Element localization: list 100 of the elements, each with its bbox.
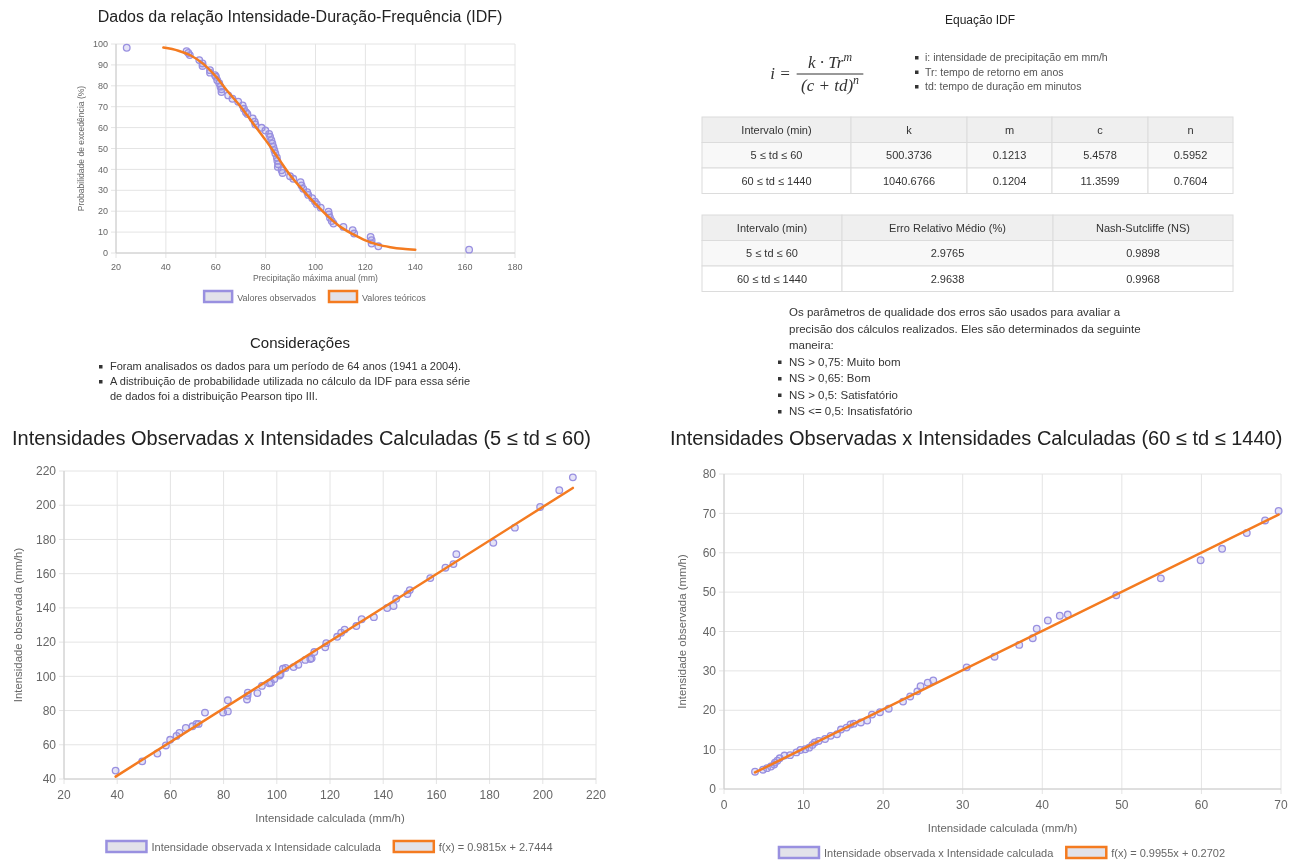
y-tick-label: 40 <box>42 772 57 787</box>
x-tick-label: 100 <box>307 262 324 272</box>
x-axis-title: Precipitação máxima anual (mm) <box>253 273 379 283</box>
y-tick-label: 220 <box>35 464 57 479</box>
y-tick-label: 70 <box>97 101 108 112</box>
category-label: Intervalo (min) <box>736 221 808 234</box>
text: Equação IDF <box>944 13 1016 27</box>
text: 1040.6766 <box>883 174 935 187</box>
text: Considerações <box>249 334 351 351</box>
x-tick-label: 140 <box>407 262 423 272</box>
y-axis-title: Probabilidade de excedência (%) <box>76 85 86 212</box>
y-tick-label: 50 <box>97 143 108 154</box>
y-tick-label: 160 <box>35 566 57 581</box>
y-tick-label: 80 <box>97 80 108 91</box>
text: Tr: tempo de retorno em anos <box>925 65 1064 78</box>
text: k · Tr$^{m}$ <box>807 50 853 72</box>
y-tick-label: 140 <box>35 601 57 616</box>
y-tick-label: 80 <box>42 703 57 718</box>
y-tick-label: 60 <box>97 122 108 133</box>
text: 5 ≤ td ≤ 60 <box>746 247 798 260</box>
x-tick-label: 40 <box>110 788 125 802</box>
chart-title: Intensidades Observadas x Intensidades Calculadas (60 ≤ td ≤ 1440) <box>670 427 1283 449</box>
text: NS <= 0,5: Insatisfatório <box>789 405 913 417</box>
x-tick-label: 100 <box>266 788 288 802</box>
x-tick-label: 120 <box>357 262 373 272</box>
text: 0.5952 <box>1173 149 1208 162</box>
text: 0.1213 <box>992 149 1027 162</box>
y-tick-label: 60 <box>42 737 57 752</box>
x-tick-label: 40 <box>160 262 171 272</box>
category-label: Erro Relativo Médio (%) <box>889 221 1006 234</box>
text: 0.9968 <box>1126 272 1160 285</box>
x-tick-label: 160 <box>426 788 447 802</box>
x-tick-label: 140 <box>373 788 394 802</box>
text: Os parâmetros de qualidade dos erros são usados para avaliar a precisão dos cálculos realizados. Eles são determinados da seguinte maneira: <box>789 306 1141 351</box>
x-axis-title: Intensidade calculada (mm/h) <box>255 812 405 824</box>
y-tick-label: 60 <box>702 545 717 560</box>
x-tick-label: 20 <box>876 798 891 812</box>
x-tick-label: 40 <box>1035 798 1050 812</box>
y-tick-label: 80 <box>702 467 717 482</box>
y-tick-label: 40 <box>97 164 108 175</box>
x-tick-label: 180 <box>507 262 523 272</box>
text: 60 ≤ td ≤ 1440 <box>736 272 808 285</box>
text: 0.9898 <box>1126 247 1160 260</box>
x-tick-label: 200 <box>532 788 554 802</box>
x-tick-label: 180 <box>479 788 500 802</box>
y-tick-label: 50 <box>702 585 717 600</box>
y-axis-title: Intensidade observada (mm/h) <box>676 554 688 709</box>
text: 500.3736 <box>886 149 932 162</box>
y-tick-label: 100 <box>92 39 108 50</box>
x-tick-label: 20 <box>57 788 71 802</box>
x-tick-label: 220 <box>585 788 607 802</box>
category-label: Intervalo (min) <box>741 123 812 136</box>
category-label: n <box>1187 123 1194 136</box>
y-tick-label: 10 <box>702 742 717 757</box>
y-tick-label: 20 <box>97 206 108 217</box>
y-tick-label: 180 <box>35 532 57 547</box>
y-tick-label: 90 <box>97 60 108 71</box>
x-tick-label: 0 <box>720 798 728 812</box>
category-label: k <box>906 123 913 136</box>
legend-label: f(x) = 0.9955x + 0.2702 <box>1111 847 1226 859</box>
text: 2.9638 <box>930 272 965 285</box>
text: 2.9765 <box>930 247 965 260</box>
y-tick-label: 200 <box>35 498 57 513</box>
category-label: m <box>1004 123 1015 136</box>
x-tick-label: 60 <box>163 788 178 802</box>
text: 0.1204 <box>992 174 1027 187</box>
text: i = <box>770 64 791 83</box>
y-tick-label: 70 <box>702 506 717 521</box>
legend-label: Valores observados <box>237 293 317 303</box>
x-tick-label: 60 <box>1194 798 1209 812</box>
x-tick-label: 50 <box>1115 798 1129 812</box>
legend-label: Intensidade observada x Intensidade calculada <box>151 841 382 853</box>
y-tick-label: 120 <box>35 635 57 650</box>
y-tick-label: 0 <box>102 248 108 259</box>
y-tick-label: 20 <box>702 703 717 718</box>
text: 5.4578 <box>1083 149 1117 162</box>
category-label: Nash-Sutcliffe (NS) <box>1096 221 1190 234</box>
text: 60 ≤ td ≤ 1440 <box>741 174 812 187</box>
text: NS > 0,65: Bom <box>789 372 871 384</box>
legend-label: Intensidade observada x Intensidade calculada <box>823 847 1055 859</box>
x-tick-label: 160 <box>457 262 473 272</box>
x-tick-label: 20 <box>110 262 122 272</box>
y-tick-label: 30 <box>97 185 108 196</box>
y-tick-label: 10 <box>97 227 108 238</box>
legend-label: Valores teóricos <box>362 293 427 303</box>
text: 5 ≤ td ≤ 60 <box>750 149 803 162</box>
x-tick-label: 30 <box>956 798 970 812</box>
text: i: intensidade de precipitação em mm/h <box>925 51 1108 63</box>
text: A distribuição de probabilidade utilizada no cálculo da IDF para essa série de dados foi a distribuição Pearson tipo III. <box>110 375 471 402</box>
y-tick-label: 40 <box>702 624 717 639</box>
legend-label: f(x) = 0.9815x + 2.7444 <box>438 841 553 853</box>
x-tick-label: 80 <box>216 788 231 802</box>
text: 0.7604 <box>1173 174 1208 187</box>
x-tick-label: 120 <box>319 788 341 802</box>
text: td: tempo de duração em minutos <box>925 80 1082 92</box>
chart-title: Intensidades Observadas x Intensidades Calculadas (5 ≤ td ≤ 60) <box>12 427 591 449</box>
text: Foram analisados os dados para um período de 64 anos (1941 a 2004). <box>110 360 462 372</box>
chart-title: Dados da relação Intensidade-Duração-Frequência (IDF) <box>97 8 503 25</box>
x-tick-label: 10 <box>796 798 811 812</box>
x-tick-label: 70 <box>1274 798 1288 812</box>
